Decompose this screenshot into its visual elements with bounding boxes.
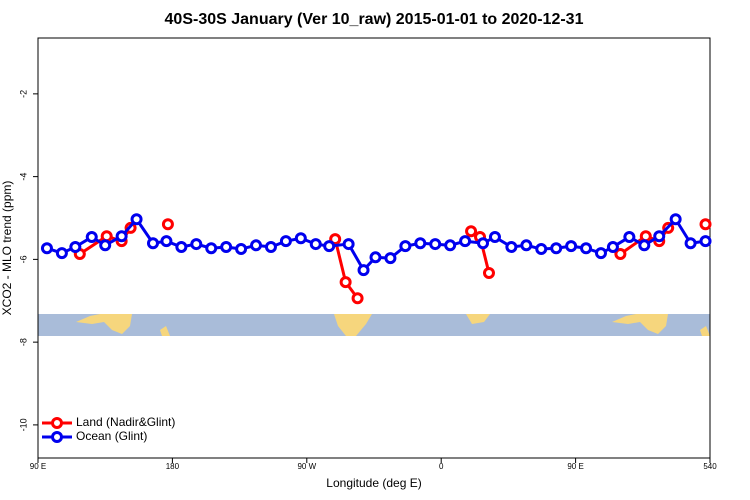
data-point <box>465 225 478 238</box>
plot-frame <box>37 37 711 459</box>
data-point <box>220 240 233 253</box>
data-point <box>699 218 712 231</box>
data-point <box>329 233 342 246</box>
legend-marker <box>51 431 63 443</box>
data-point <box>477 237 490 250</box>
data-point <box>384 252 397 265</box>
y-tick-label: -2 <box>18 90 28 98</box>
map-strip <box>38 314 710 336</box>
data-point <box>40 242 53 255</box>
data-point <box>520 239 533 252</box>
data-point <box>55 247 68 260</box>
data-point <box>580 242 593 255</box>
x-tick-label: 90 W <box>297 462 316 471</box>
x-tick-label: 0 <box>439 462 444 471</box>
data-point <box>505 240 518 253</box>
x-tick-label: 180 <box>166 462 180 471</box>
data-point <box>482 267 495 280</box>
data-point <box>429 238 442 251</box>
data-point <box>684 237 697 250</box>
data-point <box>459 235 472 248</box>
data-point <box>264 240 277 253</box>
data-point <box>339 276 352 289</box>
y-tick-label: -4 <box>18 173 28 181</box>
data-point <box>669 213 682 226</box>
data-point <box>444 239 457 252</box>
data-point <box>535 243 548 256</box>
data-point <box>638 239 651 252</box>
data-point <box>175 240 188 253</box>
data-point <box>357 264 370 277</box>
data-point <box>69 240 82 253</box>
x-tick-label: 90 E <box>567 462 583 471</box>
data-point <box>550 242 563 255</box>
legend-label: Land (Nadir&Glint) <box>76 415 175 429</box>
data-point <box>614 248 627 260</box>
data-point <box>160 235 173 248</box>
data-point <box>351 292 364 305</box>
data-point <box>294 232 307 245</box>
data-point <box>130 213 143 226</box>
data-point <box>369 251 382 264</box>
data-point <box>85 231 98 244</box>
x-axis-label: Longitude (deg E) <box>326 476 421 490</box>
data-point <box>653 230 666 243</box>
data-point <box>342 238 355 251</box>
y-tick-label: -10 <box>18 418 28 431</box>
data-point <box>594 247 607 260</box>
data-point <box>205 242 218 255</box>
data-point <box>190 238 203 251</box>
data-point <box>606 240 619 253</box>
data-point <box>414 237 427 250</box>
data-point <box>565 240 578 253</box>
data-point <box>309 238 322 251</box>
data-point <box>250 239 263 252</box>
data-point <box>235 243 248 256</box>
x-tick-label: 90 E <box>30 462 46 471</box>
data-point <box>639 230 652 243</box>
data-point <box>279 235 292 248</box>
y-tick-label: -6 <box>18 255 28 263</box>
data-point <box>488 231 501 244</box>
data-point <box>399 240 412 253</box>
data-point <box>100 230 113 243</box>
data-point <box>623 231 636 244</box>
legend-marker <box>51 417 63 429</box>
y-tick-label: -8 <box>18 338 28 346</box>
data-point <box>161 218 174 231</box>
data-point <box>115 230 128 243</box>
y-axis-label: XCO2 - MLO trend (ppm) <box>0 181 14 316</box>
legend-label: Ocean (Glint) <box>76 429 147 443</box>
chart-title: 40S-30S January (Ver 10_raw) 2015-01-01 … <box>165 11 584 28</box>
x-tick-label: 540 <box>703 462 717 471</box>
data-point <box>99 239 112 252</box>
data-point <box>699 235 712 248</box>
data-point <box>323 240 336 253</box>
data-point <box>146 237 159 250</box>
